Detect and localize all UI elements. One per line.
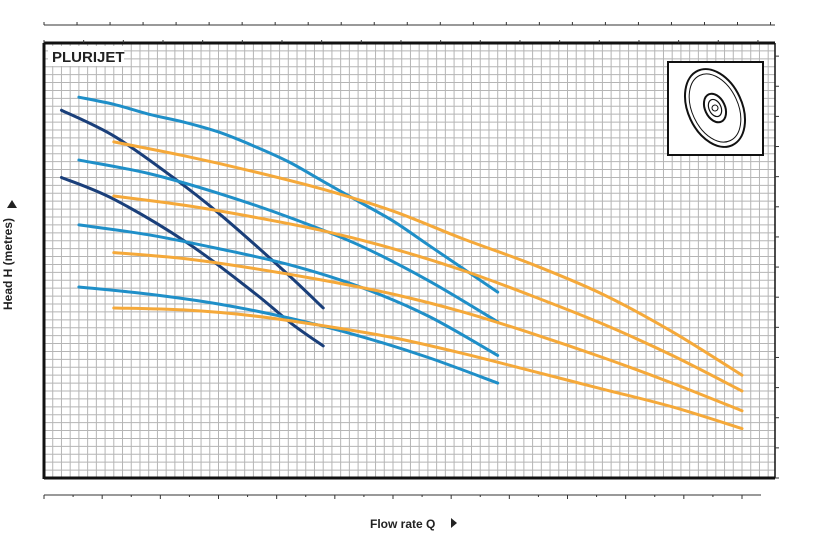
curve-6-90 [59,108,325,310]
title-background [48,46,124,66]
curve-5-200 [112,194,744,393]
curve-3-200 [112,306,744,431]
curve-4-200 [112,251,744,413]
curves [59,95,744,431]
impeller-picture [667,61,764,156]
y-axis-arrow-icon [7,200,17,208]
x-axis-arrow-icon [451,518,457,528]
curve-6-130 [77,95,500,294]
curve-3-130 [77,285,500,385]
curve-6-200 [112,140,744,377]
curve-4-130 [77,223,500,357]
curve-5-130 [77,158,500,324]
axes [42,22,779,499]
grid [44,43,775,478]
x-axis-title: Flow rate Q [370,517,435,531]
y-axis-title: Head H (metres) [1,218,15,310]
chart-title: PLURIJET [52,49,125,66]
